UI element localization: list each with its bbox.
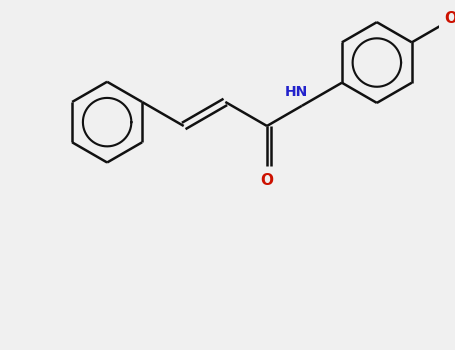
Text: O: O bbox=[444, 11, 455, 26]
Text: HN: HN bbox=[284, 85, 308, 99]
Text: O: O bbox=[260, 173, 273, 188]
